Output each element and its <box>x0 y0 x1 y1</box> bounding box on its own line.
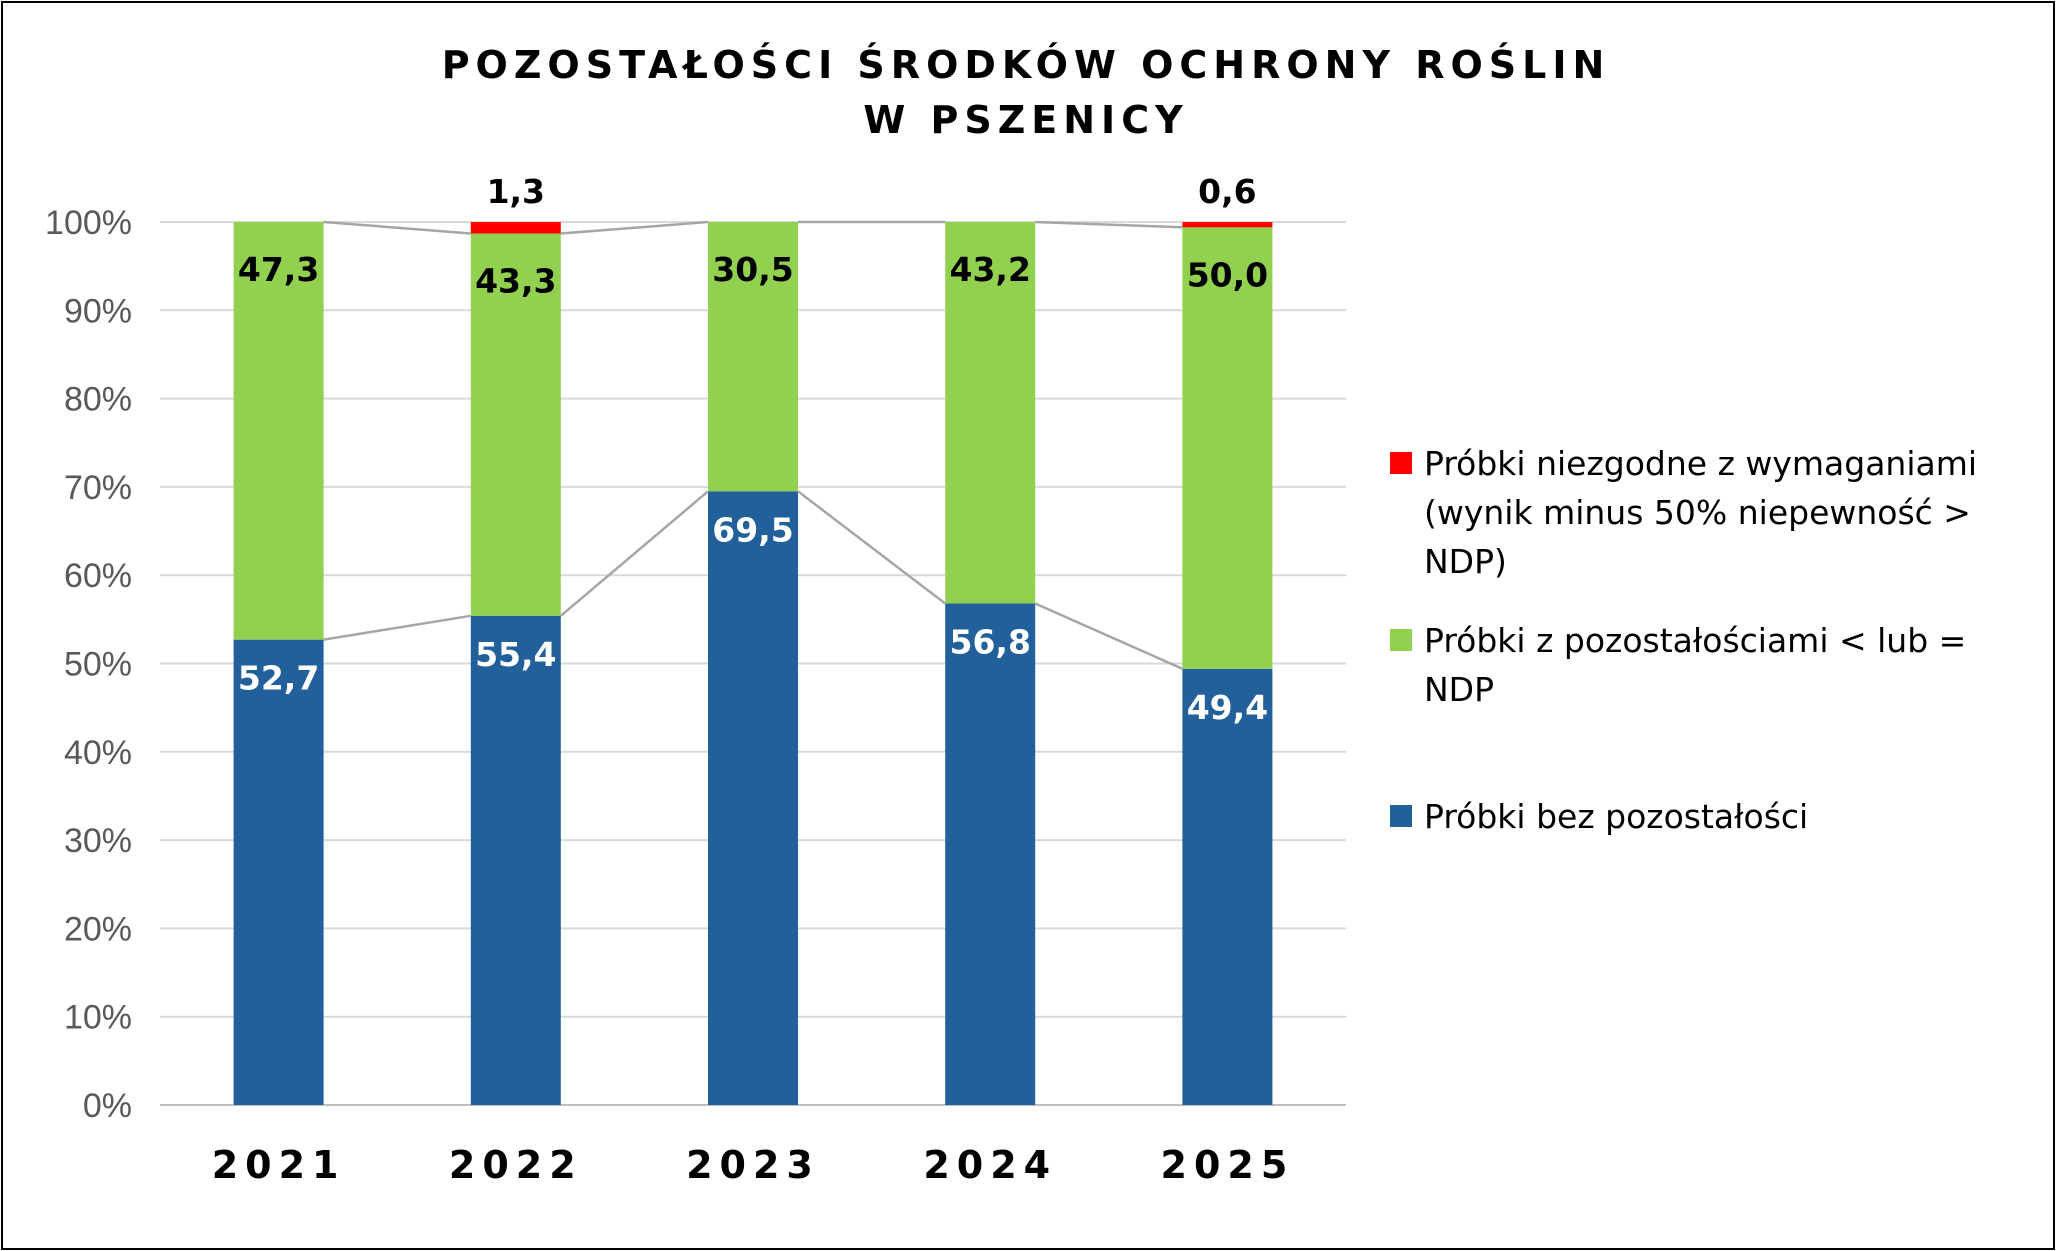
data-label: 47,3 <box>238 250 319 289</box>
y-tick-label: 40% <box>64 734 132 772</box>
legend-swatch <box>1390 805 1412 827</box>
bar-segment <box>233 639 324 1105</box>
data-label: 56,8 <box>949 622 1030 661</box>
data-label: 0,6 <box>1198 172 1256 211</box>
chart-title-line-2: W PSZENICY <box>863 98 1188 142</box>
y-tick-label: 90% <box>64 292 132 330</box>
y-tick-label: 20% <box>64 910 132 948</box>
data-label: 43,2 <box>949 250 1030 289</box>
x-tick-label: 2021 <box>212 1143 346 1187</box>
y-tick-label: 70% <box>64 469 132 507</box>
x-axis-tick-labels: 2021 2022 2023 2024 2025 <box>212 1143 1295 1187</box>
x-tick-label: 2025 <box>1161 1143 1295 1187</box>
data-label: 52,7 <box>238 659 319 698</box>
data-label: 1,3 <box>487 172 545 211</box>
bar-segment <box>945 222 1036 604</box>
bar-segment <box>1182 222 1273 228</box>
legend-label: Próbki niezgodne z wymaganiami <box>1424 444 1977 483</box>
y-tick-label: 60% <box>64 557 132 595</box>
bars <box>233 222 1273 1105</box>
bar-segment <box>233 222 324 640</box>
y-tick-label: 30% <box>64 822 132 860</box>
legend-label: Próbki z pozostałościami < lub = <box>1424 621 1966 660</box>
series-line <box>797 490 946 605</box>
bar-segment <box>708 222 798 492</box>
y-axis-tick-labels: 0% 10% 20% 30% 40% 50% 60% 70% 80% 90% 100% <box>45 204 132 1125</box>
y-tick-label: 0% <box>83 1087 132 1125</box>
bar-segment <box>708 491 798 1105</box>
series-line <box>323 614 471 641</box>
y-tick-label: 80% <box>64 381 132 419</box>
bar-segment <box>470 233 561 616</box>
data-label: 50,0 <box>1187 255 1268 294</box>
legend-label: (wynik minus 50% niepewność > <box>1424 493 1971 532</box>
x-tick-label: 2023 <box>686 1143 820 1187</box>
data-labels: 52,7 47,3 55,4 43,3 1,3 69,5 30,5 56,8 43,2 49,4 5… <box>238 172 1268 727</box>
data-label: 43,3 <box>475 261 556 300</box>
series-line <box>560 220 709 235</box>
bar-segment <box>1182 227 1273 669</box>
series-line <box>323 220 471 235</box>
legend: Próbki niezgodne z wymaganiami (wynik min… <box>1390 444 1977 836</box>
legend-label: NDP <box>1424 670 1494 709</box>
x-tick-label: 2024 <box>923 1143 1057 1187</box>
series-lines <box>323 220 1183 670</box>
data-label: 30,5 <box>712 250 793 289</box>
chart-title-line-1: POZOSTAŁOŚCI ŚRODKÓW OCHRONY ROŚLIN <box>442 43 1611 87</box>
legend-swatch <box>1390 629 1412 651</box>
legend-swatch <box>1390 452 1412 474</box>
y-tick-label: 10% <box>64 999 132 1037</box>
bar-segment <box>470 222 561 234</box>
bar-segment <box>470 615 561 1105</box>
y-tick-label: 100% <box>45 204 132 242</box>
bar-segment <box>1182 668 1273 1105</box>
x-tick-label: 2022 <box>449 1143 583 1187</box>
series-line <box>1034 602 1183 670</box>
data-label: 49,4 <box>1187 688 1268 727</box>
legend-label: NDP) <box>1424 542 1507 581</box>
series-line <box>559 490 709 617</box>
data-label: 55,4 <box>475 635 556 674</box>
legend-label: Próbki bez pozostałości <box>1424 797 1808 836</box>
y-tick-label: 50% <box>64 646 132 684</box>
data-label: 69,5 <box>712 510 793 549</box>
bar-segment <box>945 603 1036 1105</box>
series-line <box>1035 220 1183 229</box>
